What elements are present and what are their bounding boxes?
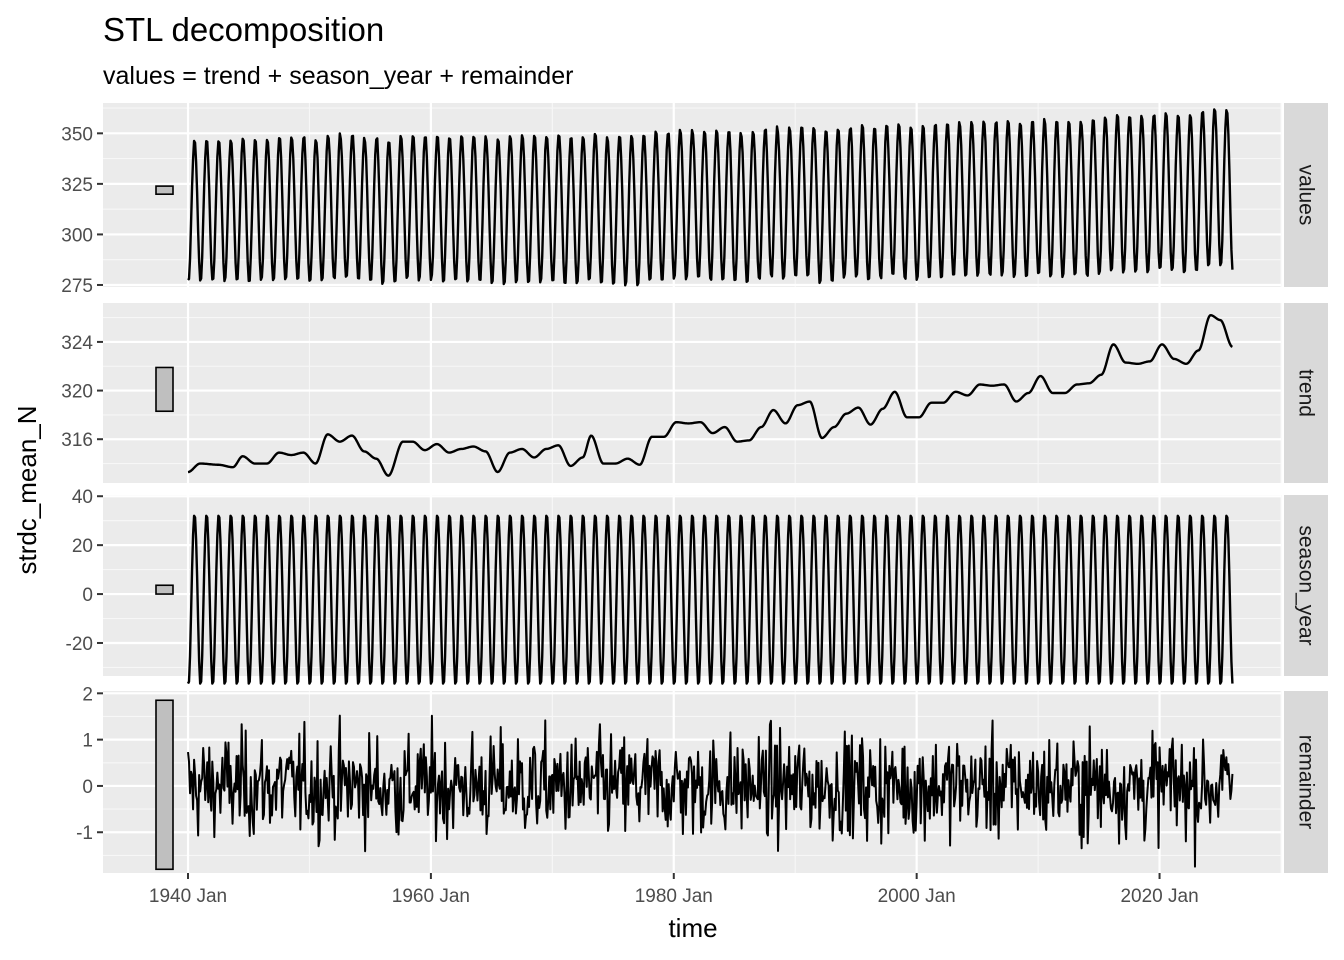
y-tick-label: 40 (72, 487, 93, 508)
y-tick-label: 324 (61, 333, 93, 354)
x-tick-label: 2020 Jan (1120, 886, 1198, 907)
y-tick-label: 20 (72, 536, 93, 557)
facet-values: 350 325 300 275 values (61, 103, 1328, 297)
panel-background (103, 303, 1281, 483)
series-line-season-year (186, 514, 1234, 685)
x-axis: 1940 Jan 1960 Jan 1980 Jan 2000 Jan 2020 Jan (149, 873, 1199, 907)
series-line-values (187, 108, 1234, 287)
x-tick-label: 1960 Jan (392, 886, 470, 907)
y-tick-label: 0 (82, 585, 93, 606)
y-axis-title: strdc_mean_N (12, 405, 42, 574)
x-tick-label: 1940 Jan (149, 886, 227, 907)
scale-bar (155, 185, 174, 195)
scale-bar (155, 699, 174, 871)
facet-strip (1284, 103, 1328, 287)
y-tick-label: 316 (61, 430, 93, 451)
facet-panels: 350325300275values324320316trend40200-20… (61, 103, 1328, 873)
y-tick-label: 1 (82, 731, 93, 752)
facet-remainder: 2 1 0 -1 remainder (76, 684, 1328, 873)
y-tick-label: 325 (61, 175, 93, 196)
x-tick-label: 1980 Jan (635, 886, 713, 907)
series-line-trend (187, 314, 1233, 477)
y-tick-label: 0 (82, 777, 93, 798)
x-tick-label: 2000 Jan (878, 886, 956, 907)
scale-bar (155, 584, 174, 595)
x-axis-title: time (668, 913, 717, 943)
facet-strip-label: remainder (1295, 735, 1318, 830)
y-tick-label: 275 (61, 276, 93, 297)
facet-strip-label: season_year (1295, 525, 1318, 645)
y-tick-label: 300 (61, 225, 93, 246)
chart-title: STL decomposition (103, 11, 384, 48)
facet-strip (1284, 303, 1328, 483)
facet-strip (1284, 691, 1328, 873)
y-tick-label: -1 (76, 823, 93, 844)
series-line-remainder (187, 714, 1234, 868)
chart-subtitle: values = trend + season_year + remainder (103, 62, 573, 90)
y-tick-label: -20 (66, 634, 93, 655)
facet-strip (1284, 495, 1328, 676)
y-tick-label: 350 (61, 124, 93, 145)
scale-bar (155, 366, 174, 413)
facet-trend: 324 320 316 trend (61, 303, 1328, 483)
facet-strip-label: values (1295, 165, 1318, 226)
facet-season-year: 40 20 0 -20 season_year (66, 487, 1328, 685)
facet-strip-label: trend (1295, 369, 1318, 417)
y-tick-label: 320 (61, 382, 93, 403)
y-tick-label: 2 (82, 684, 93, 705)
